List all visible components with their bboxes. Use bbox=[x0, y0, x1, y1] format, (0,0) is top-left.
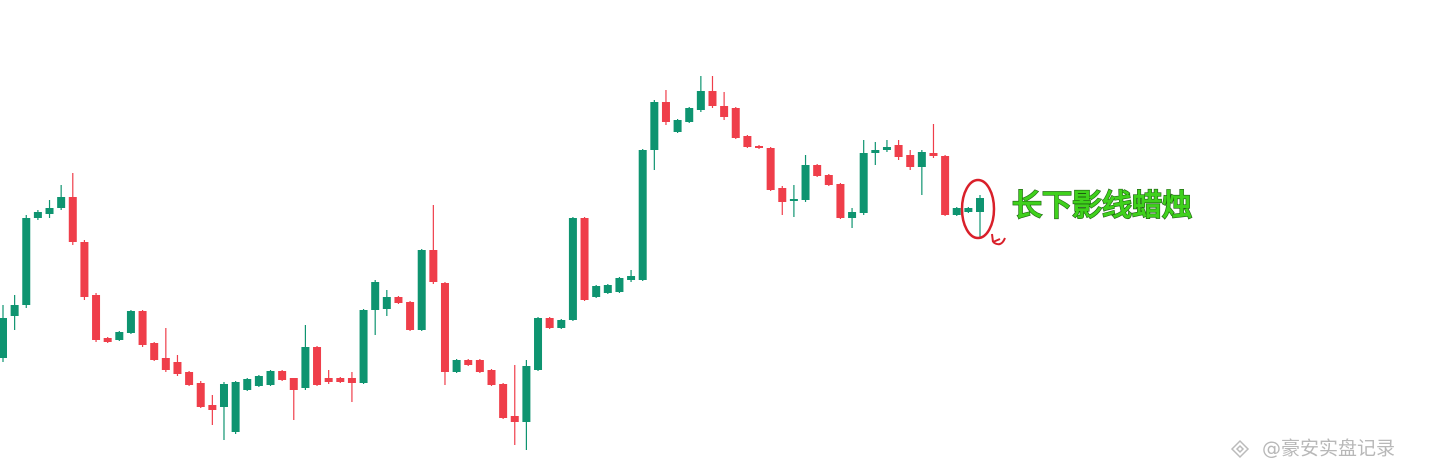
candle-body bbox=[836, 184, 845, 218]
candle-body bbox=[266, 371, 275, 385]
candle-body bbox=[278, 371, 287, 380]
candle-body bbox=[219, 384, 228, 407]
candle-body bbox=[487, 370, 496, 385]
candle-body bbox=[894, 145, 903, 157]
candle-body bbox=[882, 147, 891, 150]
candle-body bbox=[906, 155, 915, 167]
watermark-icon bbox=[1230, 439, 1250, 459]
candle-body bbox=[359, 310, 368, 383]
candle-body bbox=[545, 318, 554, 328]
candle-body bbox=[580, 218, 589, 300]
candle-body bbox=[417, 250, 426, 330]
candle-body bbox=[789, 199, 798, 201]
candle-body bbox=[150, 343, 159, 360]
candle-body bbox=[917, 152, 926, 167]
candle-body bbox=[173, 362, 182, 374]
candle-body bbox=[522, 366, 531, 422]
candle-body bbox=[778, 188, 787, 202]
candle-body bbox=[720, 106, 729, 117]
candle-body bbox=[22, 218, 31, 305]
candle-body bbox=[185, 372, 194, 385]
candle-body bbox=[685, 108, 694, 122]
candle-body bbox=[313, 347, 322, 385]
candle-body bbox=[347, 378, 356, 383]
candle-body bbox=[33, 212, 42, 218]
candle-body bbox=[731, 108, 740, 138]
candle-body bbox=[871, 150, 880, 153]
candle-body bbox=[952, 208, 961, 215]
candle-body bbox=[0, 318, 7, 358]
candle-body bbox=[592, 286, 601, 297]
candle-body bbox=[859, 153, 868, 213]
annotation: 长下影线蜡烛 bbox=[1012, 189, 1192, 224]
candle-body bbox=[196, 383, 205, 407]
candle-body bbox=[510, 416, 519, 422]
candle-body bbox=[68, 197, 77, 242]
candle-body bbox=[80, 242, 89, 297]
candle-body bbox=[382, 297, 391, 309]
candle-body bbox=[743, 136, 752, 147]
candle-body bbox=[964, 208, 973, 212]
candle-body bbox=[208, 405, 217, 410]
candle-body bbox=[801, 165, 810, 200]
candle-body bbox=[615, 278, 624, 292]
highlight-circle bbox=[960, 178, 996, 240]
candle-body bbox=[394, 297, 403, 303]
candle-body bbox=[406, 302, 415, 330]
candle-body bbox=[45, 208, 54, 214]
candle-body bbox=[440, 283, 449, 372]
candle-body bbox=[708, 91, 717, 106]
candle-body bbox=[57, 197, 66, 208]
candle-body bbox=[755, 146, 764, 148]
candle-body bbox=[650, 102, 659, 150]
candle-body bbox=[661, 102, 670, 122]
candle-body bbox=[161, 358, 170, 370]
candle-body bbox=[115, 332, 124, 340]
candle-body bbox=[243, 379, 252, 390]
candle-body bbox=[627, 276, 636, 280]
candle-body bbox=[429, 250, 438, 282]
candle-body bbox=[976, 198, 984, 212]
candle-body bbox=[103, 338, 112, 342]
candle-body bbox=[568, 218, 577, 320]
candle-body bbox=[231, 382, 240, 432]
candle-body bbox=[254, 376, 263, 386]
candle-body bbox=[10, 305, 19, 316]
candle-body bbox=[301, 347, 310, 388]
watermark: @豪安实盘记录 bbox=[1262, 438, 1395, 460]
candle-body bbox=[126, 311, 135, 333]
candle-body bbox=[452, 360, 461, 372]
candle-body bbox=[371, 282, 380, 310]
candle-body bbox=[336, 378, 345, 382]
candle-body bbox=[92, 295, 101, 340]
candle-body bbox=[673, 120, 682, 132]
candle-body bbox=[929, 153, 938, 156]
candle-body bbox=[289, 378, 298, 390]
candle-body bbox=[813, 165, 822, 176]
candle-body bbox=[848, 212, 857, 218]
candle-body bbox=[475, 360, 484, 372]
candle-body bbox=[941, 156, 950, 215]
candle-body bbox=[464, 360, 473, 365]
candle-body bbox=[696, 91, 705, 110]
candle-body bbox=[603, 285, 612, 293]
candle-body bbox=[638, 150, 647, 280]
highlight-arrow bbox=[991, 233, 1006, 246]
candle-body bbox=[324, 378, 333, 382]
candle-body bbox=[824, 175, 833, 185]
candle-body bbox=[499, 384, 508, 418]
candle-body bbox=[766, 148, 775, 190]
candle-body bbox=[138, 311, 147, 345]
candle-body bbox=[534, 318, 543, 370]
candle-body bbox=[557, 320, 566, 328]
